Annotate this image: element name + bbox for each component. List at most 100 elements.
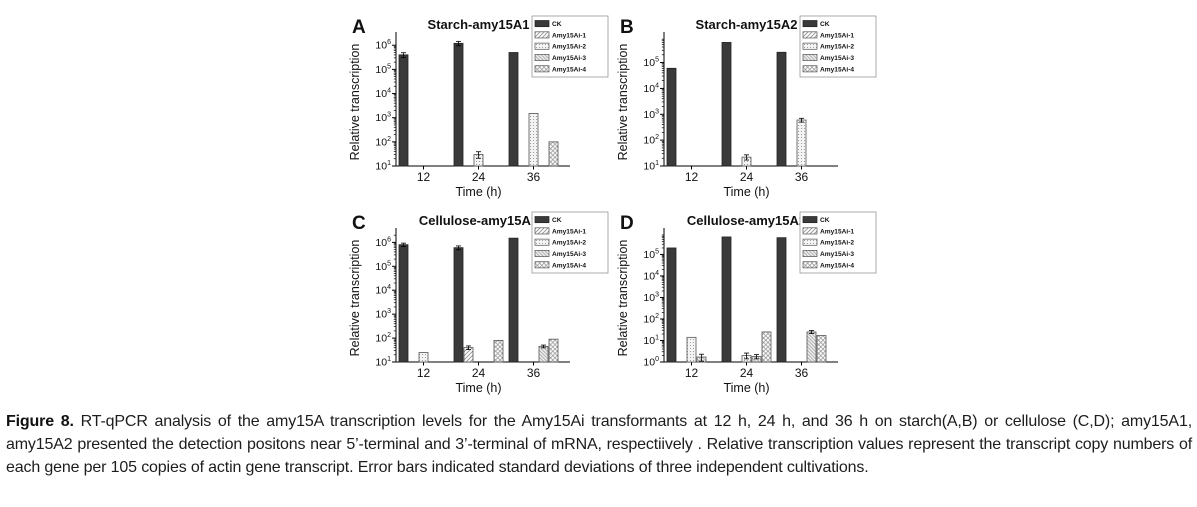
legend-swatch-Amy15Ai-1 bbox=[802, 31, 818, 39]
chart-svg-C: C Cellulose-amy15A1 101 102 103 104 105 106 12 24… bbox=[348, 211, 609, 395]
bar-CK-12h bbox=[398, 54, 409, 167]
y-tick-label: 105 bbox=[643, 57, 659, 70]
legend-swatch-Amy15Ai-3 bbox=[534, 250, 550, 257]
panel-letter: A bbox=[352, 17, 366, 38]
y-axis-label: Relative transcription bbox=[348, 240, 362, 357]
legend-label-Amy15Ai-4: Amy15Ai-4 bbox=[820, 66, 854, 73]
bar-CK-12h bbox=[666, 247, 677, 363]
x-tick-label: 12 bbox=[685, 366, 699, 380]
chart-panel-B: B Starch-amy15A2 101 102 103 104 105 12 24 36 Time… bbox=[614, 10, 882, 206]
y-tick-label: 104 bbox=[375, 88, 391, 101]
x-tick-label: 12 bbox=[417, 170, 431, 184]
legend-swatch-Amy15Ai-4 bbox=[534, 65, 550, 73]
legend-label-Amy15Ai-2: Amy15Ai-2 bbox=[552, 240, 586, 247]
figure-panel-grid: A Starch-amy15A1 101 102 103 104 105 106 12 24 36 T… bbox=[346, 10, 882, 402]
chart-title: Starch-amy15A2 bbox=[696, 17, 798, 32]
x-tick-label: 36 bbox=[527, 366, 541, 380]
legend-swatch-Amy15Ai-3 bbox=[534, 54, 550, 61]
y-tick-label: 102 bbox=[643, 134, 659, 147]
legend-label-Amy15Ai-4: Amy15Ai-4 bbox=[552, 66, 586, 73]
bar-CK-36h bbox=[508, 237, 519, 363]
bar-Amy15Ai-4-24h bbox=[761, 331, 772, 363]
figure-caption: Figure 8. RT-qPCR analysis of the amy15A… bbox=[6, 410, 1192, 479]
x-tick-label: 36 bbox=[795, 170, 809, 184]
y-tick-label: 104 bbox=[643, 270, 659, 283]
bar-Amy15Ai-2-12h bbox=[686, 336, 697, 363]
bar-CK-24h bbox=[453, 42, 464, 167]
bar-Amy15Ai-2-12h bbox=[418, 352, 429, 363]
legend-swatch-Amy15Ai-4 bbox=[802, 261, 818, 269]
legend-label-Amy15Ai-4: Amy15Ai-4 bbox=[820, 262, 854, 269]
x-tick-label: 36 bbox=[795, 366, 809, 380]
bar-Amy15Ai-3-36h bbox=[806, 331, 817, 363]
y-axis-label: Relative transcription bbox=[348, 44, 362, 161]
y-tick-label: 101 bbox=[643, 334, 659, 347]
panel-letter: C bbox=[352, 213, 366, 234]
legend-swatch-Amy15Ai-4 bbox=[534, 261, 550, 269]
y-tick-label: 105 bbox=[643, 248, 659, 261]
legend-label-Amy15Ai-1: Amy15Ai-1 bbox=[552, 32, 586, 39]
y-tick-label: 105 bbox=[375, 63, 391, 76]
legend-swatch-Amy15Ai-1 bbox=[802, 227, 818, 235]
legend-label-CK: CK bbox=[820, 21, 830, 28]
bar-Amy15Ai-4-36h bbox=[548, 338, 559, 363]
legend-swatch-Amy15Ai-2 bbox=[802, 238, 818, 246]
bar-Amy15Ai-3-36h bbox=[538, 345, 549, 363]
bar-Amy15Ai-4-36h bbox=[548, 141, 559, 167]
x-tick-label: 24 bbox=[740, 170, 754, 184]
y-tick-label: 104 bbox=[643, 82, 659, 95]
legend-label-Amy15Ai-3: Amy15Ai-3 bbox=[820, 55, 854, 62]
legend-swatch-Amy15Ai-2 bbox=[802, 42, 818, 50]
legend-label-Amy15Ai-3: Amy15Ai-3 bbox=[552, 55, 586, 62]
legend-swatch-CK bbox=[534, 20, 550, 28]
x-axis-label: Time (h) bbox=[455, 185, 501, 199]
x-axis-label: Time (h) bbox=[455, 381, 501, 395]
x-tick-label: 24 bbox=[472, 170, 486, 184]
legend: CK Amy15Ai-1 Amy15Ai-2 Amy15Ai-3 Amy15Ai-4 bbox=[531, 15, 609, 78]
legend-label-CK: CK bbox=[552, 217, 562, 224]
y-tick-label: 103 bbox=[375, 308, 391, 321]
figure-caption-text: RT-qPCR analysis of the amy15A transcrip… bbox=[6, 413, 1192, 476]
bar-CK-24h bbox=[721, 42, 732, 167]
chart-svg-B: B Starch-amy15A2 101 102 103 104 105 12 24 36 Time… bbox=[616, 15, 877, 199]
bar-CK-12h bbox=[398, 244, 409, 363]
bar-CK-24h bbox=[721, 236, 732, 363]
chart-title: Cellulose-amy15A1 bbox=[419, 213, 538, 228]
bar-CK-24h bbox=[453, 247, 464, 363]
y-axis-label: Relative transcription bbox=[616, 240, 630, 357]
legend-label-CK: CK bbox=[820, 217, 830, 224]
chart-panel-D: D Cellulose-amy15A2 100 101 102 103 104 105 12 24… bbox=[614, 206, 882, 402]
legend-swatch-Amy15Ai-1 bbox=[534, 31, 550, 39]
legend-swatch-Amy15Ai-3 bbox=[802, 54, 818, 61]
y-tick-label: 106 bbox=[375, 39, 391, 52]
legend-swatch-CK bbox=[802, 20, 818, 28]
x-tick-label: 12 bbox=[685, 170, 699, 184]
x-tick-label: 36 bbox=[527, 170, 541, 184]
bar-CK-36h bbox=[508, 52, 519, 167]
x-tick-label: 24 bbox=[472, 366, 486, 380]
legend-swatch-Amy15Ai-2 bbox=[534, 238, 550, 246]
y-tick-label: 102 bbox=[643, 313, 659, 326]
bar-Amy15Ai-4-24h bbox=[493, 339, 504, 363]
bar-CK-12h bbox=[666, 67, 677, 167]
bar-CK-36h bbox=[776, 51, 787, 167]
legend-label-Amy15Ai-2: Amy15Ai-2 bbox=[820, 240, 854, 247]
figure-caption-label: Figure 8. bbox=[6, 413, 74, 430]
y-tick-label: 103 bbox=[643, 108, 659, 121]
bar-CK-36h bbox=[776, 237, 787, 363]
y-tick-label: 105 bbox=[375, 260, 391, 273]
x-tick-label: 24 bbox=[740, 366, 754, 380]
legend-label-Amy15Ai-2: Amy15Ai-2 bbox=[552, 44, 586, 51]
chart-svg-A: A Starch-amy15A1 101 102 103 104 105 106 12 24 36 T… bbox=[348, 15, 609, 199]
y-tick-label: 103 bbox=[643, 291, 659, 304]
bar-Amy15Ai-4-36h bbox=[816, 335, 827, 363]
legend: CK Amy15Ai-1 Amy15Ai-2 Amy15Ai-3 Amy15Ai-4 bbox=[799, 15, 877, 78]
x-axis-label: Time (h) bbox=[723, 185, 769, 199]
x-axis-label: Time (h) bbox=[723, 381, 769, 395]
legend-swatch-Amy15Ai-2 bbox=[534, 42, 550, 50]
legend-label-Amy15Ai-3: Amy15Ai-3 bbox=[820, 251, 854, 258]
panel-letter: D bbox=[620, 213, 634, 234]
chart-title: Cellulose-amy15A2 bbox=[687, 213, 806, 228]
chart-svg-D: D Cellulose-amy15A2 100 101 102 103 104 105 12 24… bbox=[616, 211, 877, 395]
bar-Amy15Ai-2-36h bbox=[528, 113, 539, 167]
